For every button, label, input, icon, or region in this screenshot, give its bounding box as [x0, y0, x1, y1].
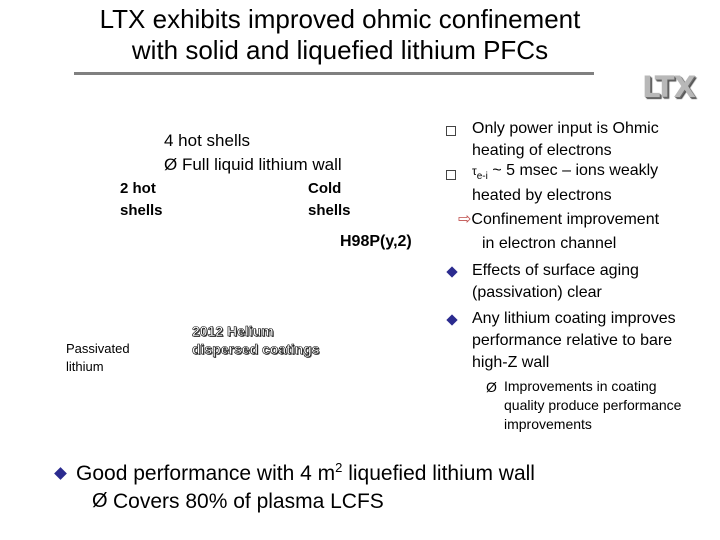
bullet-ohmic-line1: Only power input is Ohmic: [472, 120, 659, 137]
label-4-hot-shells: 4 hot shells: [164, 131, 250, 150]
bullet-confinement: ⇨Confinement improvement: [458, 209, 718, 231]
bullet-coating-line3: high-Z wall: [472, 354, 550, 371]
main-text-sup: 2: [335, 460, 343, 475]
confinement-text: Confinement improvement: [471, 211, 660, 228]
full-liquid-text: Full liquid lithium wall: [181, 155, 342, 174]
label-cold-shells: Cold shells: [308, 178, 351, 222]
bullet-improvements-line2: quality produce performance: [504, 397, 682, 413]
label-passivated-line1: Passivated: [66, 341, 130, 356]
main-sub-bullet: Covers 80% of plasma LCFS: [113, 490, 384, 513]
arrow-bullet-icon: Ø: [92, 490, 108, 512]
tau-rest: ~ 5 msec – ions weakly: [487, 162, 659, 179]
title-underline: [74, 72, 594, 75]
arrow-bullet-icon: Ø: [486, 379, 497, 395]
hollow-arrow-icon: ⇨: [458, 211, 472, 228]
label-2-hot-line1: 2 hot: [120, 180, 156, 197]
square-bullet-icon: [446, 170, 456, 180]
diamond-bullet-icon: [446, 266, 458, 278]
bullet-heated: heated by electrons: [472, 187, 612, 204]
main-text-pre: Good performance with 4 m: [76, 462, 336, 485]
square-bullet-icon: [446, 126, 456, 136]
bullet-improvements-line3: improvements: [504, 416, 592, 432]
bullet-electron-channel: in electron channel: [482, 235, 617, 252]
label-full-liquid-wall: Ø Full liquid lithium wall: [164, 155, 342, 175]
main-text-post: liquefied lithium wall: [342, 462, 535, 485]
bullet-tau: τe-i ~ 5 msec – ions weakly: [472, 160, 712, 182]
bullet-coating: Any lithium coating improves performance…: [472, 308, 712, 374]
diamond-bullet-icon: [54, 467, 67, 480]
label-helium-coatings: 2012 Helium dispersed coatings: [192, 322, 320, 358]
label-passivated-line2: lithium: [66, 359, 104, 374]
label-2-hot-line2: shells: [120, 202, 163, 219]
label-2-hot-shells: 2 hot shells: [120, 178, 163, 222]
arrow-bullet-icon: Ø: [164, 155, 178, 174]
label-helium-line1: 2012 Helium: [192, 323, 274, 340]
bullet-coating-line2: performance relative to bare: [472, 332, 673, 349]
main-bullet: Good performance with 4 m2 liquefied lit…: [76, 461, 535, 487]
diamond-bullet-icon: [446, 314, 458, 326]
label-cold-line1: Cold: [308, 180, 342, 197]
tau-subscript: e-i: [476, 171, 488, 183]
tau-symbol: τ: [472, 164, 477, 178]
label-h98: H98P(y,2): [340, 233, 412, 250]
bullet-improvements: Improvements in coating quality produce …: [504, 377, 716, 434]
slide-title: LTX exhibits improved ohmic confinement …: [60, 4, 620, 66]
bullet-aging-line1: Effects of surface aging: [472, 262, 639, 279]
label-cold-line2: shells: [308, 202, 351, 219]
bullet-aging-line2: (passivation) clear: [472, 284, 602, 301]
bullet-ohmic: Only power input is Ohmic heating of ele…: [472, 118, 712, 162]
label-passivated-lithium: Passivated lithium: [66, 340, 130, 376]
ltx-logo: LTX: [642, 70, 696, 104]
title-line-1: LTX exhibits improved ohmic confinement: [99, 4, 581, 34]
bullet-aging: Effects of surface aging (passivation) c…: [472, 260, 712, 304]
title-line-2: with solid and liquefied lithium PFCs: [131, 35, 549, 65]
bullet-coating-line1: Any lithium coating improves: [472, 310, 676, 327]
label-helium-line2: dispersed coatings: [192, 341, 320, 358]
bullet-ohmic-line2: heating of electrons: [472, 142, 612, 159]
bullet-improvements-line1: Improvements in coating: [504, 378, 657, 394]
